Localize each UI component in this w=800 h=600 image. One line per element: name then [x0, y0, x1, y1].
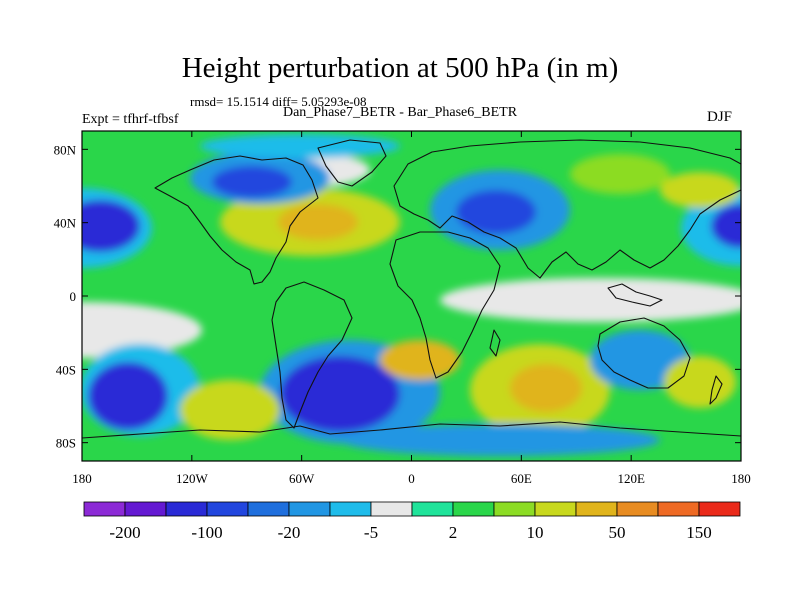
colorbar-swatch: [657, 501, 700, 517]
colorbar-label: 2: [449, 523, 458, 542]
blob-tasman-high: [664, 356, 736, 408]
x-tick-label: 180: [731, 471, 751, 486]
colorbar-swatch: [83, 501, 126, 517]
colorbar-label: 150: [686, 523, 712, 542]
coast-africa: [389, 231, 501, 379]
blob-ea-high: [570, 154, 670, 194]
blob-pac-high: [660, 172, 740, 208]
x-tick-label: 0: [408, 471, 415, 486]
colorbar-swatch: [288, 501, 331, 517]
colorbar-swatch: [575, 501, 618, 517]
y-tick-label: 0: [70, 289, 77, 304]
coast-new-zealand: [709, 375, 723, 405]
season-label: DJF: [707, 109, 733, 125]
blob-sio-high: [510, 364, 582, 412]
contour-field: [82, 131, 741, 461]
colorbar-swatch: [452, 501, 495, 517]
coastlines: [82, 139, 741, 439]
blob-sa-low: [280, 356, 400, 432]
colorbar-swatch: [329, 501, 372, 517]
blob-asia-low: [456, 190, 536, 234]
y-tick-label: 40N: [54, 216, 77, 231]
colorbar-swatch: [616, 501, 659, 517]
colorbar-swatch: [370, 501, 413, 517]
colorbar-swatch: [165, 501, 208, 517]
coast-madagascar: [489, 329, 501, 357]
colorbar-label: -100: [191, 523, 222, 542]
chart-title: Height perturbation at 500 hPa (in m): [181, 52, 619, 84]
colorbar-swatch: [247, 501, 290, 517]
y-tick-label: 80N: [54, 142, 77, 157]
stats-label: rmsd= 15.1514 diff= 5.05293e-08: [190, 94, 367, 109]
band-arctic: [200, 134, 400, 158]
band-white-equator-e: [440, 278, 741, 322]
left-label: Expt = tfhrf-tfbsf: [82, 112, 179, 127]
band-white-equator-w: [82, 302, 202, 358]
axes: 180 120W 60W 0 60E 120E 180 80N 40N 0 40S 80S: [54, 131, 751, 486]
blob-na-high: [278, 204, 358, 240]
colorbar-swatch: [206, 501, 249, 517]
x-tick-label: 120E: [617, 471, 645, 486]
band-south-blue: [340, 424, 660, 456]
colorbar-swatch: [124, 501, 167, 517]
colorbar-label: -5: [364, 523, 378, 542]
x-tick-label: 120W: [176, 471, 209, 486]
blob-satl-high: [380, 340, 460, 380]
colorbar-swatch: [411, 501, 454, 517]
coast-eurasia: [393, 139, 741, 279]
coast-antarctica: [82, 421, 741, 439]
colorbar-label: 50: [609, 523, 626, 542]
x-tick-label: 60W: [289, 471, 315, 486]
blob-np-low-e: [711, 204, 741, 248]
coast-south-america: [271, 281, 353, 429]
coast-australia: [597, 317, 691, 389]
center-label: Dan_Phase7_BETR - Bar_Phase6_BETR: [282, 105, 518, 120]
blob-aus-low: [590, 330, 690, 390]
colorbar-label: -20: [278, 523, 301, 542]
y-tick-label: 40S: [56, 362, 76, 377]
coast-north-america: [154, 155, 319, 285]
blob-np-low: [82, 200, 140, 252]
coast-maritime-continent: [607, 283, 663, 307]
blob-sp-low: [88, 362, 168, 430]
colorbar-swatch: [493, 501, 536, 517]
y-tick-label: 80S: [56, 436, 76, 451]
coast-greenland: [317, 139, 387, 187]
colorbar-label: 10: [527, 523, 544, 542]
blob-sa-high: [180, 380, 280, 440]
colorbar-swatch: [534, 501, 577, 517]
blob-natl-low: [212, 166, 292, 198]
x-tick-label: 180: [72, 471, 92, 486]
colorbar-swatch: [698, 501, 741, 517]
x-tick-label: 60E: [511, 471, 532, 486]
colorbar-label: -200: [109, 523, 140, 542]
colorbar: -200 -100 -20 -5 2 10 50 150: [83, 501, 741, 542]
